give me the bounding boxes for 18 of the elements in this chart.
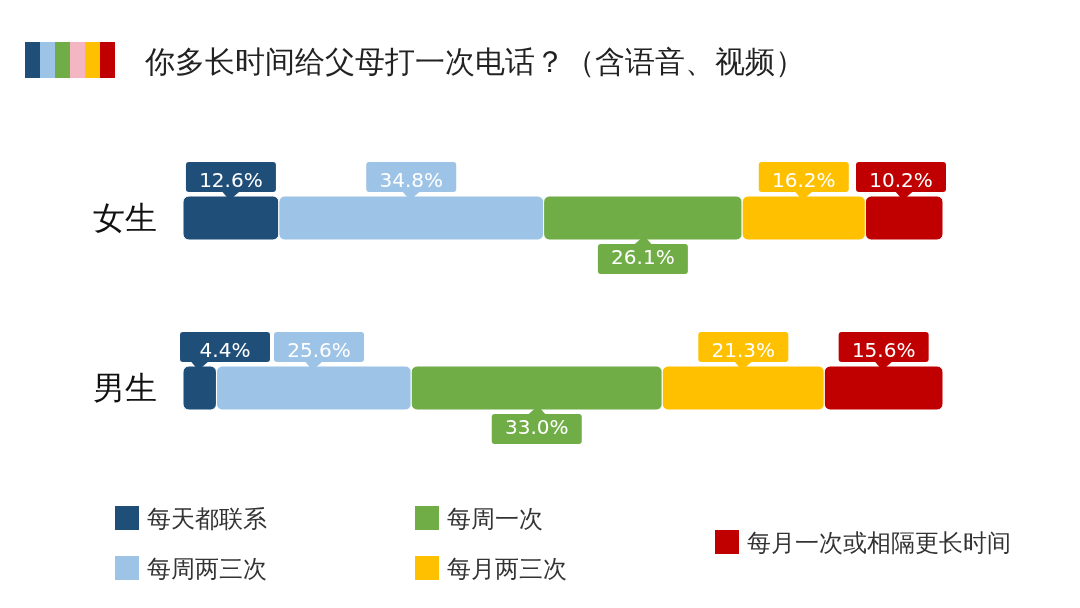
legend-label: 每月两三次 (447, 555, 567, 583)
y-tick-label: 男生 (93, 369, 157, 407)
y-tick-label: 女生 (93, 199, 157, 237)
legend-label: 每周两三次 (147, 555, 267, 583)
legend-label: 每周一次 (447, 505, 543, 533)
data-label: 21.3% (711, 338, 776, 362)
data-label: 4.4% (199, 338, 251, 362)
legend-label: 每月一次或相隔更长时间 (747, 529, 1011, 557)
data-label: 12.6% (199, 168, 263, 192)
data-label: 15.6% (851, 338, 916, 362)
data-label: 25.6% (287, 338, 351, 362)
legend-label: 每天都联系 (147, 505, 267, 533)
data-label: 33.0% (504, 415, 569, 439)
chart-title: 你多长时间给父母打一次电话？（含语音、视频） (144, 44, 805, 79)
data-label: 34.8% (379, 168, 443, 192)
data-label: 16.2% (772, 168, 836, 192)
data-label: 10.2% (869, 168, 933, 192)
data-label: 26.1% (611, 245, 675, 269)
